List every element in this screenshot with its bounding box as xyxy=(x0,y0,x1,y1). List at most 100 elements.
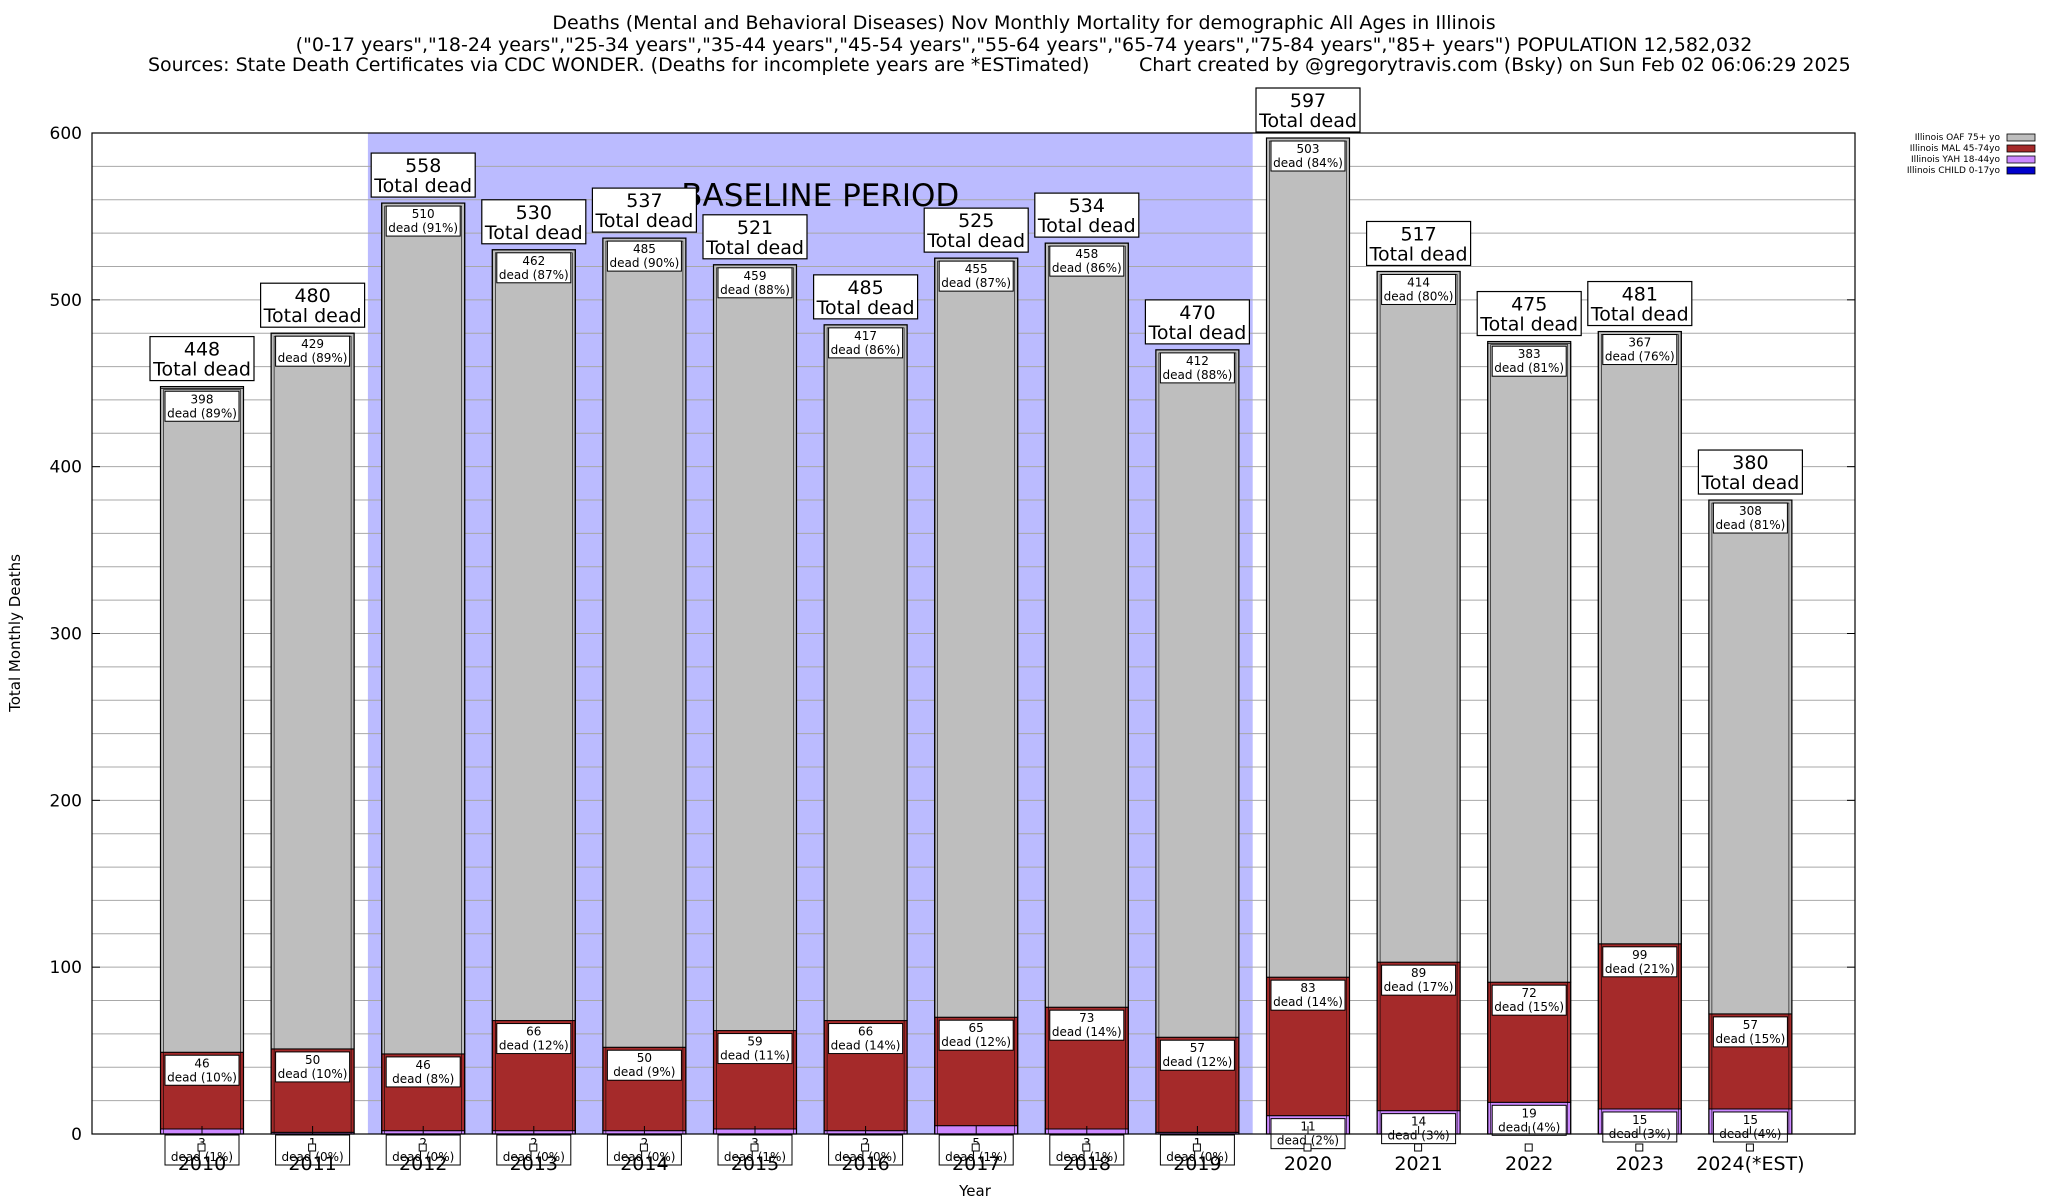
yah-value-label: 3 xyxy=(198,1136,206,1150)
child-marker xyxy=(971,1143,980,1152)
bar-segment xyxy=(160,387,244,1053)
child-marker xyxy=(529,1143,538,1152)
legend-swatch xyxy=(2006,155,2036,164)
oaf-percent-label: dead (84%) xyxy=(1273,156,1343,170)
oaf-label-box xyxy=(717,267,793,299)
mal-label-box xyxy=(1381,964,1457,996)
legend-swatch xyxy=(2006,133,2036,142)
yah-percent-label: dead (1%) xyxy=(724,1150,786,1164)
mal-percent-label: dead (14%) xyxy=(1273,995,1343,1009)
mal-value-label: 72 xyxy=(1522,986,1537,1000)
mal-percent-label: dead (12%) xyxy=(499,1039,569,1053)
yah-value-label: 1 xyxy=(1194,1136,1202,1150)
child-marker xyxy=(197,1143,206,1152)
oaf-value-label: 455 xyxy=(965,262,988,276)
oaf-label-box xyxy=(385,205,461,237)
bar-segment xyxy=(1708,499,1793,1015)
oaf-value-label: 503 xyxy=(1297,142,1320,156)
total-text-label: Total dead xyxy=(594,210,693,232)
x-tick-label: 2013 xyxy=(510,1153,558,1175)
legend-label: Illinois MAL 45-74yo xyxy=(1910,144,2001,154)
baseline-period-label: BASELINE PERIOD xyxy=(681,178,959,214)
x-tick-label: 2023 xyxy=(1616,1153,1664,1175)
oaf-value-label: 398 xyxy=(191,392,214,406)
total-text-label: Total dead xyxy=(1590,304,1689,326)
yah-percent-label: dead (0%) xyxy=(613,1150,675,1164)
oaf-percent-label: dead (91%) xyxy=(388,221,458,235)
yah-value-label: 3 xyxy=(751,1136,759,1150)
yah-value-label: 2 xyxy=(862,1136,870,1150)
x-tick-label: 2022 xyxy=(1505,1153,1553,1175)
x-tick-label: 2016 xyxy=(841,1153,889,1175)
total-text-label: Total dead xyxy=(263,305,362,327)
yah-percent-label: dead (0%) xyxy=(392,1150,454,1164)
yah-percent-label: dead (1%) xyxy=(1056,1150,1118,1164)
mal-label-box xyxy=(1602,946,1678,978)
oaf-percent-label: dead (86%) xyxy=(1052,261,1122,275)
oaf-percent-label: dead (90%) xyxy=(609,256,679,270)
total-text-label: Total dead xyxy=(1147,322,1246,344)
total-value-label: 537 xyxy=(626,190,662,212)
total-value-label: 485 xyxy=(847,277,883,299)
total-value-label: 597 xyxy=(1290,90,1326,112)
oaf-label-box xyxy=(1602,334,1678,366)
child-marker xyxy=(308,1143,317,1152)
yah-value-label: 2 xyxy=(641,1136,649,1150)
mal-value-label: 46 xyxy=(194,1056,209,1070)
oaf-percent-label: dead (88%) xyxy=(720,283,790,297)
total-value-label: 558 xyxy=(405,155,441,177)
mal-label-box xyxy=(164,1054,240,1086)
x-axis-label: Year xyxy=(958,1182,992,1200)
oaf-percent-label: dead (81%) xyxy=(1715,518,1785,532)
mal-value-label: 66 xyxy=(526,1025,541,1039)
bar-segment xyxy=(270,332,355,1050)
total-label-box xyxy=(702,214,808,260)
total-label-box xyxy=(1587,280,1693,327)
oaf-value-label: 429 xyxy=(301,337,324,351)
chart-title: Deaths (Mental and Behavioral Diseases) … xyxy=(552,12,1496,34)
chart-sources: Sources: State Death Certificates via CD… xyxy=(148,54,1090,76)
mal-percent-label: dead (10%) xyxy=(167,1070,237,1084)
legend-swatch xyxy=(2006,166,2036,175)
child-marker xyxy=(1192,1143,1201,1152)
mal-percent-label: dead (12%) xyxy=(941,1035,1011,1049)
legend-label: Illinois YAH 18-44yo xyxy=(1911,155,2000,165)
child-marker xyxy=(1635,1143,1644,1152)
mal-value-label: 99 xyxy=(1632,948,1647,962)
mal-value-label: 89 xyxy=(1411,966,1426,980)
total-label-box xyxy=(923,207,1029,253)
x-tick-label: 2015 xyxy=(731,1153,779,1175)
mal-label-box xyxy=(1159,1039,1235,1071)
oaf-percent-label: dead (76%) xyxy=(1605,350,1675,364)
x-tick-label: 2019 xyxy=(1173,1153,1221,1175)
oaf-value-label: 510 xyxy=(412,207,435,221)
yah-value-label: 15 xyxy=(1743,1113,1758,1127)
mal-percent-label: dead (15%) xyxy=(1715,1032,1785,1046)
oaf-label-box xyxy=(606,240,682,272)
mal-value-label: 50 xyxy=(637,1051,652,1065)
x-tick-label: 2010 xyxy=(178,1153,226,1175)
total-text-label: Total dead xyxy=(1369,243,1468,265)
x-tick-label: 2017 xyxy=(952,1153,1000,1175)
oaf-label-box xyxy=(496,252,572,284)
oaf-value-label: 367 xyxy=(1628,336,1651,350)
yah-value-label: 19 xyxy=(1522,1106,1537,1120)
oaf-value-label: 412 xyxy=(1186,354,1209,368)
mal-value-label: 66 xyxy=(858,1025,873,1039)
oaf-value-label: 458 xyxy=(1075,247,1098,261)
yah-value-label: 1 xyxy=(309,1136,317,1150)
bar-segment xyxy=(934,257,1019,1018)
bar-segment xyxy=(602,237,687,1048)
yah-value-label: 3 xyxy=(1083,1136,1091,1150)
x-tick-label: 2024(*EST) xyxy=(1696,1153,1804,1175)
total-text-label: Total dead xyxy=(152,359,251,381)
total-label-box xyxy=(1697,449,1804,495)
mal-value-label: 83 xyxy=(1300,981,1315,995)
bar-segment xyxy=(1266,137,1350,978)
oaf-percent-label: dead (88%) xyxy=(1162,368,1232,382)
mal-value-label: 57 xyxy=(1190,1041,1205,1055)
y-tick-label: 200 xyxy=(50,791,82,811)
oaf-value-label: 462 xyxy=(522,254,545,268)
yah-value-label: 2 xyxy=(530,1136,538,1150)
